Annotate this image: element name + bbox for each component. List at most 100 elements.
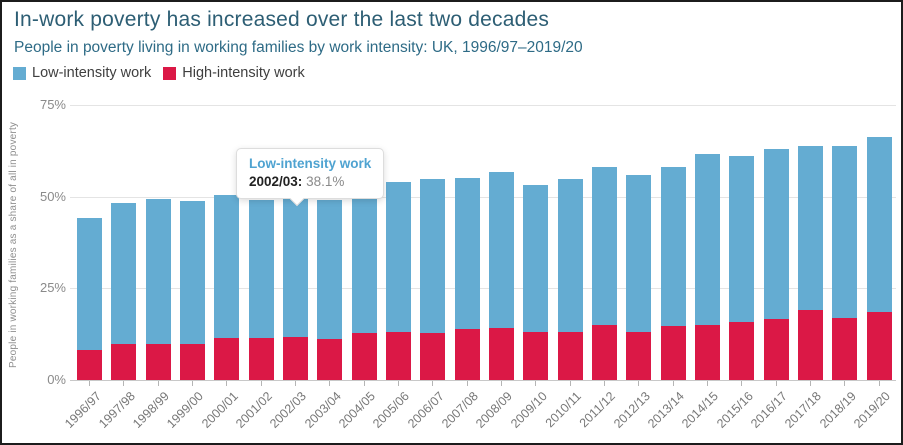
bar-2016-17[interactable] (763, 148, 789, 380)
y-axis-tick-label: 50% (39, 188, 66, 204)
bar-segment-high-intensity (729, 322, 755, 380)
x-axis-tick (294, 381, 296, 386)
bar-segment-low-intensity (866, 137, 892, 313)
bar-2008-09[interactable] (488, 172, 514, 380)
legend-swatch-low-icon (13, 66, 26, 80)
bar-2003-04[interactable] (317, 199, 343, 380)
bar-2014-15[interactable] (694, 154, 720, 380)
x-axis-tick (226, 381, 228, 386)
legend-item-low-intensity[interactable]: Low-intensity work (13, 65, 151, 81)
bar-1997-98[interactable] (111, 202, 137, 380)
bar-segment-low-intensity (797, 145, 823, 311)
bar-1999-00[interactable] (179, 201, 205, 380)
bar-2019-20[interactable] (866, 137, 892, 380)
bar-segment-high-intensity (420, 333, 446, 380)
x-axis-tick (157, 381, 159, 386)
gridline-25 (70, 288, 896, 290)
x-axis-tick (397, 381, 399, 386)
bar-segment-high-intensity (626, 331, 652, 380)
x-axis-tick (500, 381, 502, 386)
bar-segment-low-intensity (660, 166, 686, 326)
bar-2011-12[interactable] (591, 167, 617, 380)
bar-1996-97[interactable] (77, 217, 102, 380)
legend-swatch-high-icon (163, 66, 177, 80)
x-axis-tick (363, 381, 365, 386)
legend-item-label: Low-intensity work (32, 65, 152, 81)
x-axis-tick (672, 381, 674, 386)
y-axis-title: People in working families as a share of… (8, 121, 19, 369)
x-axis-tick (741, 381, 743, 386)
bar-segment-high-intensity (591, 324, 617, 380)
bar-segment-high-intensity (248, 338, 274, 380)
y-axis-tick-label: 75% (39, 97, 66, 112)
bar-1998-99[interactable] (145, 199, 171, 380)
bar-segment-high-intensity (77, 349, 102, 380)
bar-segment-low-intensity (626, 174, 652, 332)
bar-segment-low-intensity (77, 217, 102, 350)
x-axis-tick (191, 381, 193, 386)
x-axis-tick (775, 381, 777, 386)
bar-segment-low-intensity (832, 145, 858, 319)
bar-segment-high-intensity (832, 318, 858, 380)
x-axis-tick (260, 381, 262, 386)
bar-2007-08[interactable] (454, 177, 480, 380)
bar-segment-low-intensity (591, 167, 617, 325)
bar-segment-high-intensity (214, 338, 240, 380)
bar-segment-high-intensity (111, 343, 137, 380)
tooltip-value: 38.1% (306, 174, 345, 190)
bar-segment-high-intensity (660, 325, 686, 380)
bar-2015-16[interactable] (729, 155, 755, 380)
bar-segment-low-intensity (317, 199, 343, 339)
bar-segment-low-intensity (248, 200, 274, 339)
x-axis-tick (123, 381, 125, 386)
bar-segment-low-intensity (111, 202, 137, 344)
x-axis-tick (878, 381, 880, 386)
bar-segment-high-intensity (385, 331, 411, 380)
bar-2012-13[interactable] (626, 174, 652, 380)
bar-segment-low-intensity (351, 189, 377, 334)
bar-segment-high-intensity (557, 331, 583, 380)
legend: Low-intensity work High-intensity work (13, 65, 305, 81)
x-axis-tick (603, 381, 605, 386)
x-axis-tick (89, 381, 90, 386)
x-axis-tick (706, 381, 708, 386)
bar-2013-14[interactable] (660, 166, 686, 380)
bar-segment-low-intensity (488, 172, 514, 328)
bar-2010-11[interactable] (557, 178, 583, 380)
x-axis-tick (569, 381, 571, 386)
bar-segment-low-intensity (729, 155, 755, 323)
x-axis-tick (638, 381, 640, 386)
bar-segment-low-intensity (694, 154, 720, 325)
bar-segment-high-intensity (282, 337, 308, 380)
bar-segment-low-intensity (763, 148, 789, 319)
y-axis-tick-label: 0% (47, 372, 66, 387)
x-axis-tick (329, 381, 331, 386)
legend-item-high-intensity[interactable]: High-intensity work (163, 65, 305, 81)
gridline-50 (70, 196, 896, 198)
bar-segment-low-intensity (179, 201, 205, 345)
bar-segment-low-intensity (282, 197, 308, 338)
bar-2018-19[interactable] (832, 145, 858, 380)
bar-2009-10[interactable] (523, 184, 549, 380)
bar-segment-high-intensity (179, 344, 205, 380)
bar-2002-03[interactable] (282, 197, 308, 380)
bar-segment-low-intensity (145, 199, 171, 345)
bar-segment-low-intensity (523, 184, 549, 333)
bar-2001-02[interactable] (248, 200, 274, 380)
bar-2017-18[interactable] (797, 145, 823, 380)
bar-segment-low-intensity (420, 178, 446, 334)
bar-segment-high-intensity (694, 324, 720, 380)
bar-2005-06[interactable] (385, 182, 411, 380)
x-axis-tick (466, 381, 468, 386)
bar-segment-low-intensity (385, 182, 411, 332)
bar-2004-05[interactable] (351, 189, 377, 380)
bar-2000-01[interactable] (214, 194, 240, 380)
x-axis-tick (535, 381, 537, 386)
bar-segment-high-intensity (523, 332, 549, 380)
bar-segment-high-intensity (454, 329, 480, 380)
bar-2006-07[interactable] (420, 178, 446, 380)
chart-subtitle: People in poverty living in working fami… (14, 39, 583, 56)
bar-segment-low-intensity (454, 177, 480, 330)
